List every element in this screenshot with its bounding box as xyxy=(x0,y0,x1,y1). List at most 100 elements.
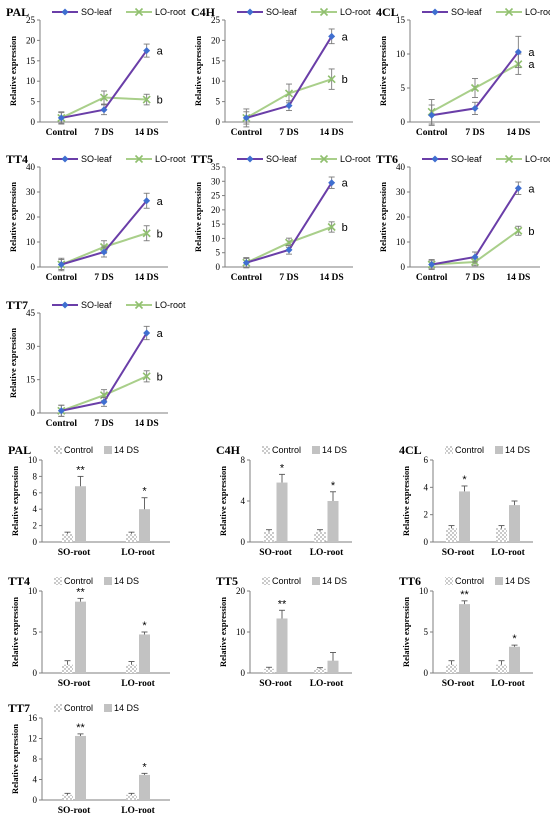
y-tick-label: 10 xyxy=(396,49,406,59)
significance-label: * xyxy=(142,761,147,773)
significance-label: * xyxy=(142,620,147,632)
y-tick-label: 5 xyxy=(216,97,221,107)
legend-swatch-control xyxy=(262,446,270,454)
y-tick-label: 15 xyxy=(211,219,221,229)
x-category-label: SO-root xyxy=(259,679,292,689)
y-tick-label: 8 xyxy=(33,754,38,764)
y-tick-label: 20 xyxy=(396,212,406,222)
bar-14ds xyxy=(509,646,520,673)
end-letter-label: b xyxy=(157,95,163,107)
bar-14ds xyxy=(75,735,86,800)
significance-label: * xyxy=(142,486,147,498)
legend-label: LO-root xyxy=(525,154,550,164)
bar-control xyxy=(126,794,137,800)
data-point-so xyxy=(242,114,250,122)
y-tick-label: 20 xyxy=(236,586,246,596)
legend-label: 14 DS xyxy=(505,445,530,455)
chart-title: C4H xyxy=(216,443,241,457)
y-tick-label: 0 xyxy=(31,262,36,272)
bar-chart-tt4: TT4 Control 14 DS 0 5 10 Relative expression SO… xyxy=(8,574,170,689)
chart-title: TT4 xyxy=(6,152,28,166)
bar-control xyxy=(62,794,73,800)
y-tick-label: 20 xyxy=(211,205,221,215)
line-chart-tt6: TT6 SO-leaf LO-root 0 10 20 30 40 Relative expre… xyxy=(376,152,550,283)
legend-label: Control xyxy=(64,703,93,713)
legend-label: SO-leaf xyxy=(266,154,297,164)
y-tick-label: 30 xyxy=(211,176,221,186)
legend-label: SO-leaf xyxy=(81,154,112,164)
y-axis-label: Relative expression xyxy=(218,466,228,536)
y-tick-label: 25 xyxy=(26,15,36,25)
y-tick-label: 10 xyxy=(28,586,38,596)
significance-label: ** xyxy=(76,722,85,734)
y-tick-label: 15 xyxy=(396,15,406,25)
legend-marker-so xyxy=(246,8,254,16)
y-tick-label: 30 xyxy=(26,187,36,197)
y-tick-label: 2 xyxy=(424,510,429,520)
data-point-so xyxy=(57,114,65,122)
data-point-so xyxy=(285,102,293,110)
legend-label: SO-leaf xyxy=(81,300,112,310)
legend-swatch-control xyxy=(445,577,453,585)
data-point-so xyxy=(143,329,151,337)
data-point-so xyxy=(514,48,522,56)
x-category-label: 7 DS xyxy=(465,128,484,138)
legend-marker-so xyxy=(61,301,69,309)
y-tick-label: 15 xyxy=(26,375,36,385)
bar-14ds xyxy=(276,482,288,542)
legend-label: SO-leaf xyxy=(81,7,112,17)
y-axis-label: Relative expression xyxy=(10,466,20,536)
line-chart-tt5: TT5 SO-leaf LO-root 0 5 10 15 20 25 30 35 Relative … xyxy=(191,152,371,283)
data-point-so xyxy=(428,111,436,119)
x-category-label: 14 DS xyxy=(135,419,159,429)
y-tick-label: 8 xyxy=(33,471,38,481)
end-letter-label: a xyxy=(528,59,535,71)
bar-14ds xyxy=(459,491,470,542)
y-axis-label: Relative expression xyxy=(401,466,411,536)
data-point-so xyxy=(143,47,151,55)
y-tick-label: 15 xyxy=(211,56,221,66)
legend-label: Control xyxy=(455,576,484,586)
legend-marker-lo xyxy=(319,7,329,17)
data-point-so xyxy=(328,179,336,187)
y-axis-label: Relative expression xyxy=(8,36,18,106)
bar-control xyxy=(263,668,275,673)
x-category-label: LO-root xyxy=(310,548,344,558)
data-point-lo xyxy=(327,222,336,232)
chart-title: TT5 xyxy=(191,152,213,166)
y-tick-label: 0 xyxy=(424,668,429,678)
legend-label: Control xyxy=(272,576,301,586)
x-category-label: SO-root xyxy=(259,548,292,558)
chart-title: TT6 xyxy=(376,152,398,166)
significance-label: ** xyxy=(76,586,85,598)
data-point-so xyxy=(428,261,436,268)
x-category-label: LO-root xyxy=(491,548,525,558)
y-tick-label: 4 xyxy=(241,496,246,506)
y-axis-label: Relative expression xyxy=(378,182,388,252)
bar-chart-tt6: TT6 Control 14 DS 0 5 10 Relative expression SO… xyxy=(399,574,533,689)
y-tick-label: 20 xyxy=(26,212,36,222)
y-tick-label: 25 xyxy=(211,191,221,201)
chart-title: 4CL xyxy=(376,5,399,19)
end-letter-label: a xyxy=(157,46,164,58)
data-point-lo xyxy=(142,229,151,238)
x-category-label: 14 DS xyxy=(135,273,159,283)
legend-swatch-control xyxy=(262,577,270,585)
y-axis-label: Relative expression xyxy=(193,182,203,252)
legend-label: Control xyxy=(272,445,301,455)
bar-14ds xyxy=(327,660,339,673)
legend-marker-lo xyxy=(504,154,514,164)
data-point-so xyxy=(328,32,336,40)
chart-title: TT7 xyxy=(8,701,30,715)
bar-14ds xyxy=(75,601,86,673)
line-chart-tt7: TT7 SO-leaf LO-root 0 15 30 45 Relative express… xyxy=(6,298,186,429)
bar-14ds xyxy=(139,774,150,800)
line-chart-pal: PAL SO-leaf LO-root 0 5 10 15 20 25 Relative expr… xyxy=(6,5,186,138)
legend-label: LO-root xyxy=(340,7,371,17)
bar-control xyxy=(126,533,137,542)
x-category-label: LO-root xyxy=(310,679,344,689)
end-letter-label: a xyxy=(528,183,535,195)
y-tick-label: 25 xyxy=(211,15,221,25)
data-point-so xyxy=(100,398,108,406)
